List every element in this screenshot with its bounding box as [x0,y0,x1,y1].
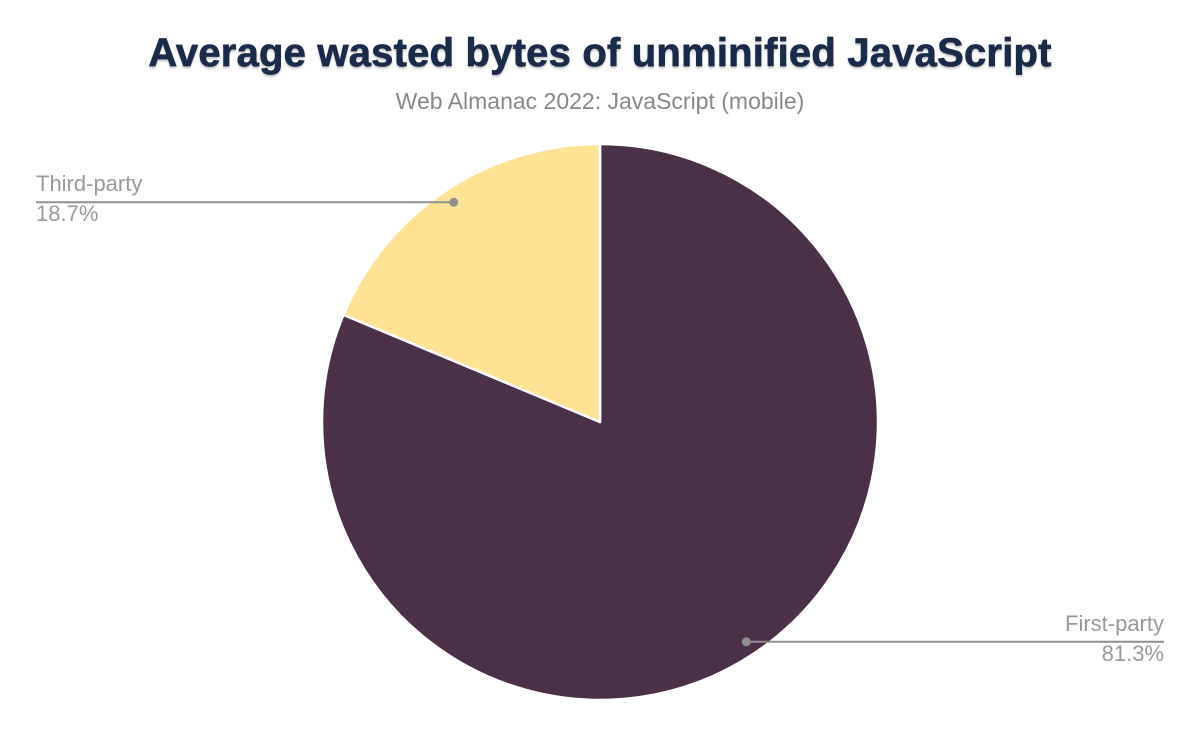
slice-label-third-party-name: Third-party [36,171,143,197]
chart-title: Average wasted bytes of unminified JavaS… [148,31,1052,76]
pie-slice-third-party [342,142,602,424]
chart-subtitle: Web Almanac 2022: JavaScript (mobile) [395,88,805,114]
slice-label-first-party: First-party 81.3% [1065,611,1164,667]
slice-label-first-party-name: First-party [1065,610,1164,636]
leader-dot [741,637,751,647]
slice-label-third-party: Third-party 18.7% [36,171,142,227]
leader-dot [449,197,459,207]
slice-label-first-party-percent: 81.3% [1101,640,1164,666]
slice-label-third-party-percent: 18.7% [36,201,99,227]
pie-slice-first-party [320,142,880,702]
